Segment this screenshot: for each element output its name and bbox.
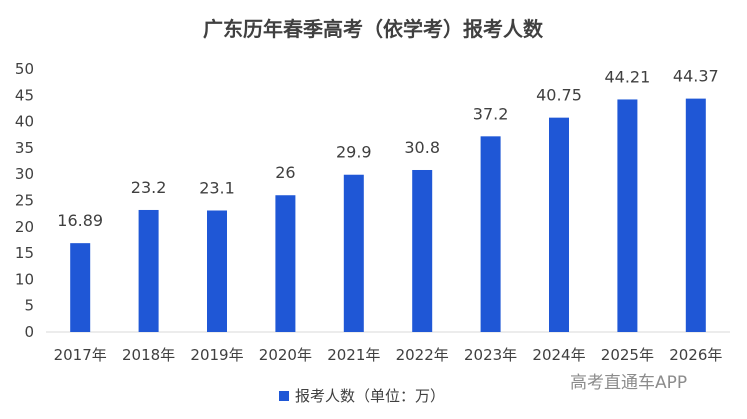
x-tick-label: 2018年 <box>122 346 175 364</box>
chart-title: 广东历年春季高考（依学考）报考人数 <box>203 17 544 41</box>
legend-label: 报考人数（单位：万） <box>295 387 445 405</box>
data-label: 44.37 <box>673 67 719 86</box>
x-tick-label: 2019年 <box>190 346 243 364</box>
data-label: 23.1 <box>199 178 235 197</box>
bar <box>70 243 91 332</box>
x-tick-label: 2017年 <box>54 346 107 364</box>
y-tick-label: 35 <box>15 139 34 157</box>
data-label: 16.89 <box>57 211 103 230</box>
data-labels: 16.89 23.2 23.1 26 29.9 30.8 37.2 40.75 44.21 44.… <box>57 67 718 231</box>
y-tick-label: 30 <box>15 165 34 183</box>
y-tick-label: 45 <box>15 86 34 104</box>
data-label: 44.21 <box>604 67 650 86</box>
x-tick-label: 2024年 <box>532 346 585 364</box>
x-tick-label: 2023年 <box>464 346 517 364</box>
bar <box>412 169 433 332</box>
data-label: 23.2 <box>131 178 167 197</box>
bar <box>343 174 364 332</box>
bar <box>617 99 638 332</box>
y-tick-label: 10 <box>15 270 34 288</box>
x-tick-label: 2025年 <box>601 346 654 364</box>
x-axis: 2017年 2018年 2019年 2020年 2021年 2022年 2023年 2024年… <box>54 346 723 364</box>
data-label: 37.2 <box>473 104 509 123</box>
bar <box>549 117 569 332</box>
x-tick-label: 2020年 <box>259 346 312 364</box>
legend-swatch <box>279 391 289 401</box>
data-label: 26 <box>275 163 295 182</box>
bar-series <box>70 98 706 332</box>
data-label: 30.8 <box>404 138 440 157</box>
y-axis: 0 5 10 15 20 25 30 35 40 45 50 <box>15 60 34 341</box>
bar <box>685 98 706 332</box>
y-tick-label: 15 <box>15 244 34 262</box>
y-tick-label: 0 <box>24 323 34 341</box>
legend: 报考人数（单位：万） <box>279 387 445 405</box>
y-tick-label: 20 <box>15 218 34 236</box>
x-tick-label: 2026年 <box>669 346 722 364</box>
y-tick-label: 25 <box>15 192 34 210</box>
x-tick-label: 2021年 <box>327 346 380 364</box>
bar <box>480 136 501 332</box>
bar <box>275 195 296 332</box>
y-tick-label: 50 <box>15 60 34 78</box>
watermark: 高考直通车APP <box>570 373 687 393</box>
y-tick-label: 40 <box>15 113 34 131</box>
y-tick-label: 5 <box>24 297 34 315</box>
data-label: 29.9 <box>336 143 372 162</box>
x-tick-label: 2022年 <box>396 346 449 364</box>
bar <box>138 209 159 332</box>
bar <box>207 210 227 332</box>
data-label: 40.75 <box>536 86 582 105</box>
